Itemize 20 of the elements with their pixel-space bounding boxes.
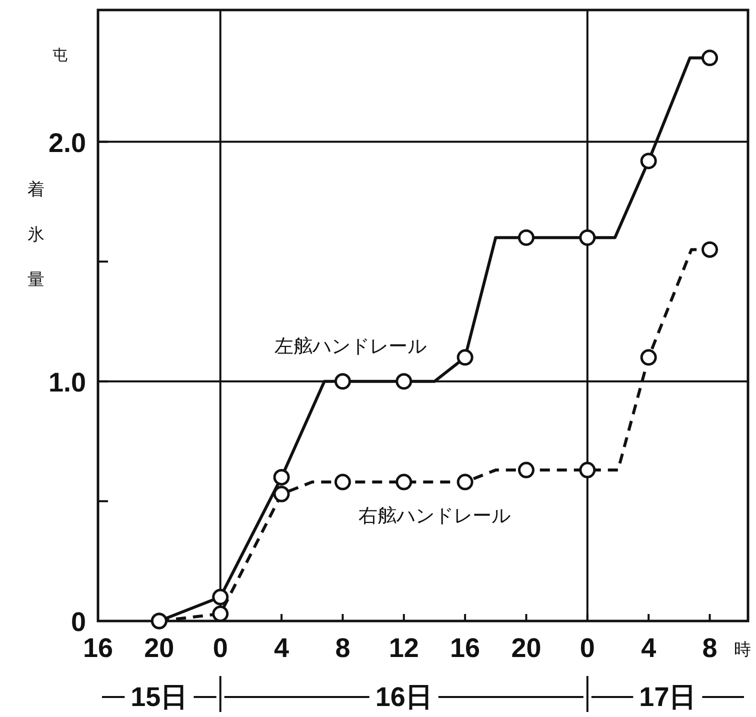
x-tick-label: 16: [450, 633, 480, 663]
x-tick-label: 0: [212, 633, 228, 663]
x-tick-label: 0: [580, 633, 595, 663]
x-tick-label: 20: [511, 633, 542, 663]
y-tick-label: 2.0: [48, 128, 86, 158]
x-tick-label: 20: [144, 633, 174, 663]
text: 着氷量: [28, 180, 44, 289]
x-tick-label: 8: [702, 633, 718, 663]
text: 時: [734, 640, 751, 659]
series-label: 左舷ハンドレール: [274, 336, 426, 358]
x-tick-label: 8: [335, 633, 350, 663]
series-label: 右舷ハンドレール: [358, 505, 510, 528]
x-tick-label: 12: [388, 633, 419, 663]
x-tick-label: 4: [274, 633, 290, 663]
text: 15日: [130, 682, 188, 712]
text: 17日: [639, 682, 696, 712]
text: 16日: [375, 682, 432, 712]
x-tick-label: 4: [641, 633, 656, 663]
y-tick-label: 1.0: [48, 367, 86, 398]
text: 屯: [52, 47, 68, 64]
